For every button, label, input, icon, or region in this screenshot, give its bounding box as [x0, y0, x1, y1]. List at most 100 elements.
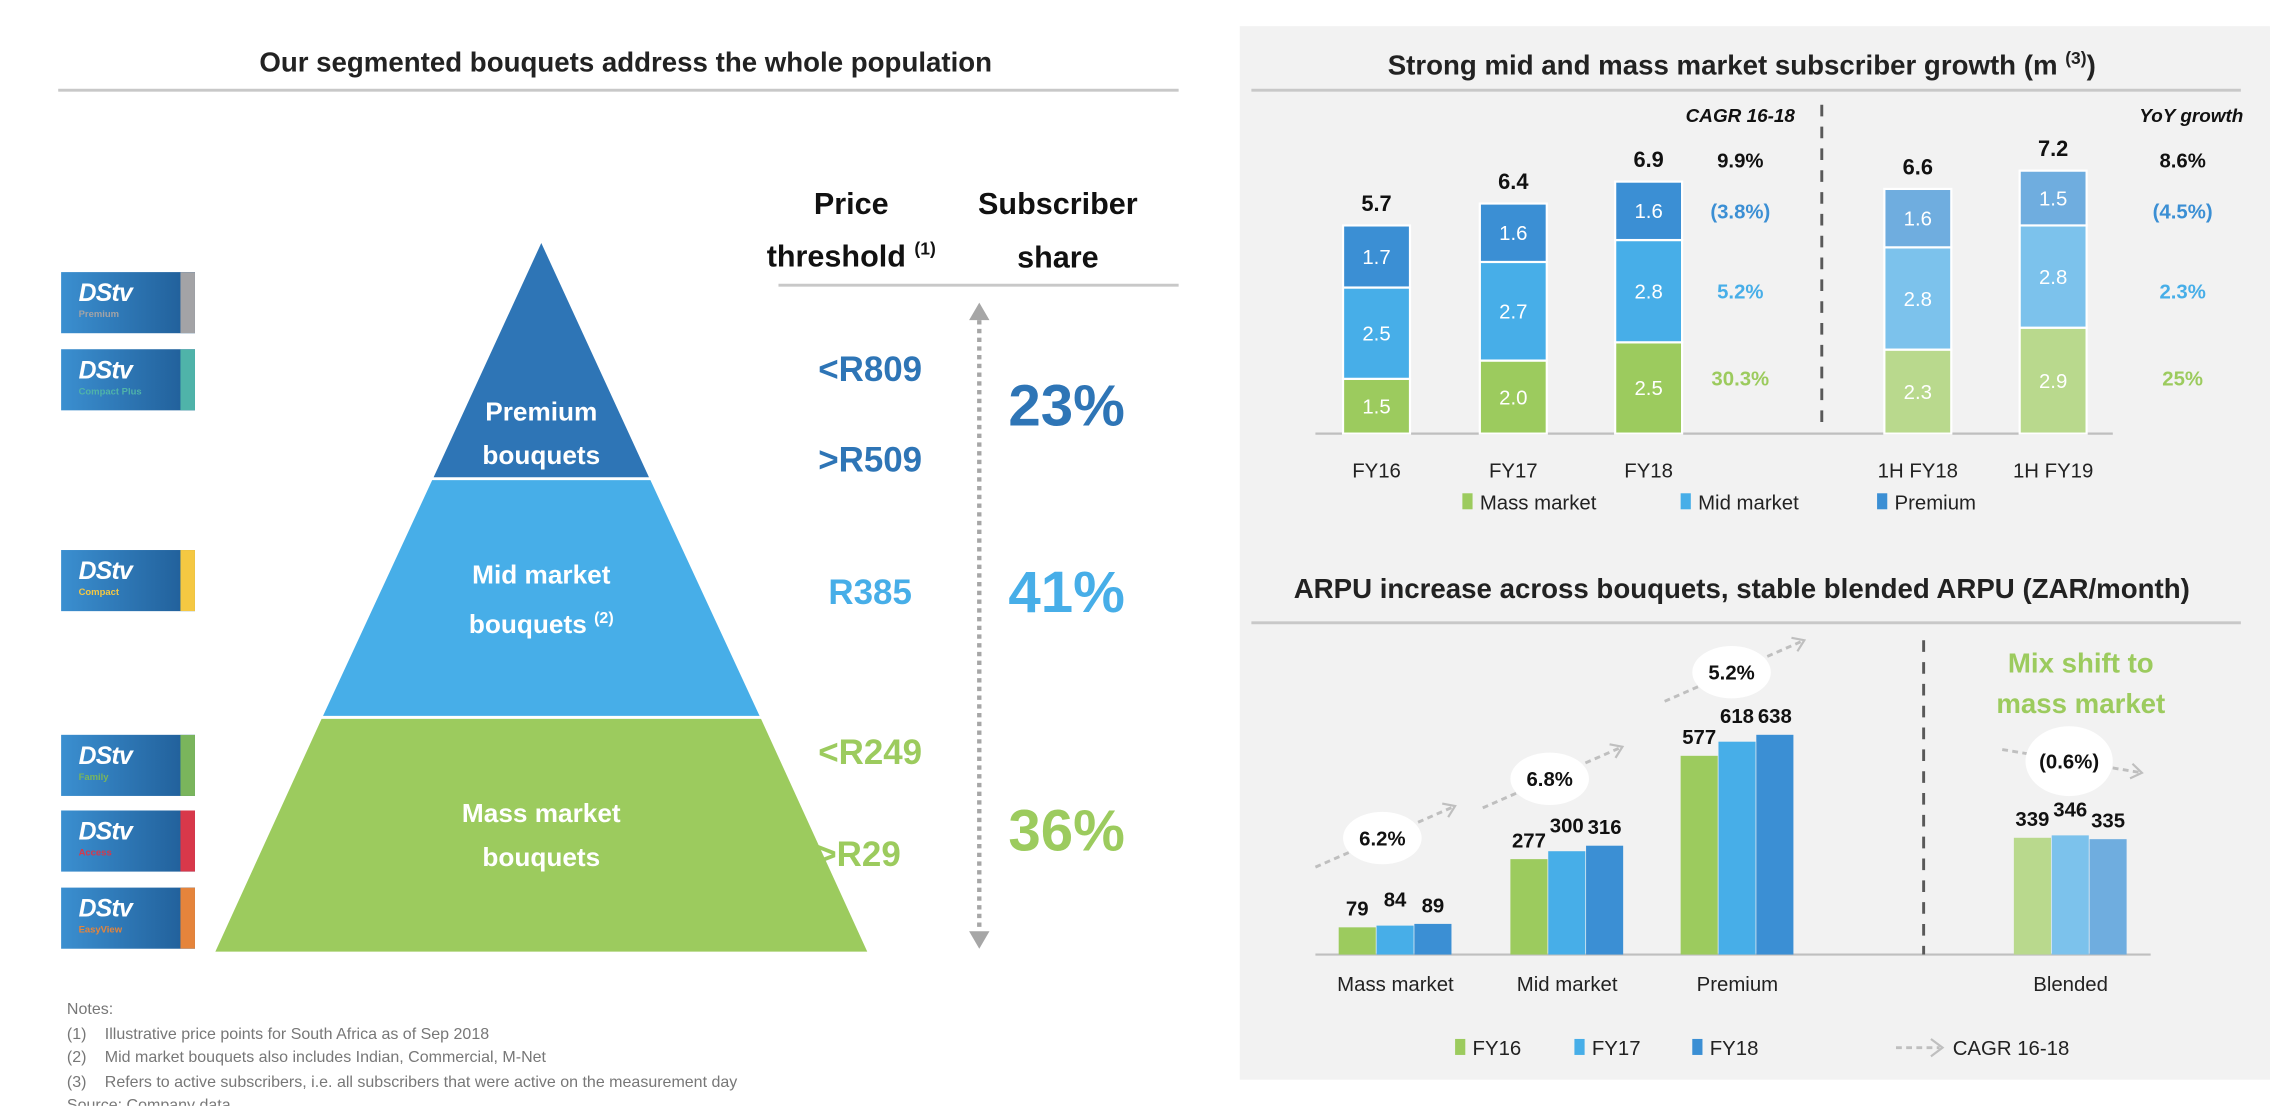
- arrowhead-icon: [1791, 636, 1807, 652]
- header-line: share: [1017, 241, 1099, 276]
- value-label: 335: [2091, 811, 2125, 833]
- chart1-title: Strong mid and mass market subscriber gr…: [1388, 48, 2096, 83]
- total-label: 6.9: [1633, 147, 1663, 172]
- logo-tier: Premium: [78, 309, 120, 321]
- dstv-logo-compact: DStv Compact: [61, 550, 195, 612]
- logo-color-stripe: [180, 272, 195, 334]
- logo-tier: Compact: [78, 587, 120, 599]
- legend-swatch-fy16: [1455, 1038, 1466, 1055]
- bar-segment-premium: [1341, 224, 1412, 289]
- arrowhead-icon: [1442, 802, 1457, 818]
- label-line: Premium: [485, 397, 598, 427]
- footnotes: Notes: (1) Illustrative price points for …: [67, 998, 737, 1106]
- segment-label: 2.5: [1634, 378, 1662, 400]
- logo-color-stripe: [180, 349, 195, 411]
- bar-segment-mid-market: [1614, 238, 1684, 344]
- arrow-up-icon: [969, 302, 990, 321]
- legend-swatch-premium: [1877, 493, 1888, 510]
- value-label: 316: [1588, 817, 1622, 839]
- note-1: (1) Illustrative price points for South A…: [67, 1022, 737, 1046]
- value-label: 346: [2053, 799, 2087, 821]
- growth-value-mid-market: 5.2%: [1717, 281, 1763, 303]
- footnote-ref: (3): [2065, 48, 2087, 69]
- footnote-ref: (2): [594, 609, 614, 628]
- legend-label: FY16: [1473, 1038, 1522, 1060]
- logo-color-stripe: [180, 734, 195, 796]
- note-number: (1): [66, 1025, 87, 1043]
- note-text: Refers to active subscribers, i.e. all s…: [104, 1073, 738, 1091]
- bar-fy17: [2051, 835, 2089, 955]
- legend-swatch-fy17: [1574, 1038, 1585, 1055]
- bar-segment-mid-market: [1341, 286, 1412, 380]
- price-mass-low: >R29: [816, 835, 901, 875]
- dstv-logo-premium: DStv Premium: [61, 272, 195, 334]
- logo-brand: DStv: [78, 356, 133, 385]
- total-label: 6.6: [1903, 154, 1933, 179]
- value-label: 618: [1720, 706, 1754, 728]
- left-title-rule: [58, 88, 1179, 92]
- bar-fy18: [1414, 923, 1452, 955]
- legend-swatch-fy18: [1692, 1038, 1703, 1055]
- x-tick-label: Premium: [1697, 974, 1778, 996]
- growth-value-mass-market: 30.3%: [1711, 369, 1769, 391]
- x-tick-label: FY18: [1624, 460, 1673, 482]
- cagr-label: 6.2%: [1359, 828, 1405, 850]
- chart2-title-rule: [1251, 621, 2241, 625]
- bar-segment-premium: [2018, 169, 2088, 227]
- segment-label: 1.7: [1362, 247, 1390, 269]
- value-label: 638: [1758, 706, 1792, 728]
- dstv-logo-access: DStv Access: [61, 810, 195, 872]
- chart1-title-rule: [1251, 88, 2241, 92]
- logo-tier: Access: [78, 848, 112, 859]
- subscriber-chart: 1.5 2.5 1.7 5.7 FY16 2.0 2.7 1.6 6.4 FY17 2.5 2.8 1.…: [1315, 104, 2243, 514]
- logo-color-stripe: [180, 550, 195, 612]
- value-label: 277: [1512, 830, 1546, 852]
- growth-value-total: 8.6%: [2159, 150, 2205, 172]
- legend-label: FY18: [1710, 1038, 1759, 1060]
- chart2-title: ARPU increase across bouquets, stable bl…: [1293, 574, 2190, 606]
- share-mid: 41%: [1008, 560, 1125, 625]
- logo-brand: DStv: [78, 279, 133, 308]
- bar-fy16: [1680, 755, 1718, 955]
- logo-brand: DStv: [78, 817, 133, 846]
- logo-tier: Family: [78, 772, 109, 783]
- logo-brand: DStv: [78, 894, 133, 923]
- note-text: Mid market bouquets also includes Indian…: [104, 1049, 547, 1067]
- segment-label: 2.9: [2039, 371, 2067, 393]
- bar-fy18: [2089, 839, 2127, 955]
- note-2: (2) Mid market bouquets also includes Ind…: [67, 1046, 737, 1070]
- label-line: Mass market: [461, 798, 621, 828]
- x-tick-label: FY17: [1489, 460, 1538, 482]
- bar-segment-premium: [1614, 180, 1684, 242]
- header-line: threshold (1): [767, 227, 936, 279]
- logo-color-stripe: [180, 887, 195, 949]
- price-mass-high: <R249: [818, 733, 923, 773]
- annotation-line2: mass market: [1996, 688, 2165, 719]
- bar-segment-mid-market: [2018, 224, 2088, 329]
- arrow-down-icon: [969, 931, 990, 949]
- header-line: Subscriber: [978, 187, 1138, 222]
- total-label: 7.2: [2038, 136, 2068, 161]
- legend-label: Mid market: [1698, 492, 1799, 514]
- growth-value-premium: (3.8%): [1710, 201, 1770, 223]
- pyramid-mid-tier: [323, 480, 760, 716]
- segment-label: 1.6: [1904, 208, 1932, 230]
- logo-tier: Compact Plus: [78, 387, 142, 398]
- dstv-logo-compact-plus: DStv Compact Plus: [61, 349, 195, 411]
- label-line: bouquets: [482, 440, 601, 470]
- annotation-line1: Mix shift to: [2008, 647, 2154, 678]
- pyramid-mass-label: Mass market bouquets: [462, 792, 621, 879]
- header-line: Price: [813, 187, 889, 222]
- subscriber-share-header: Subscriber share: [978, 182, 1138, 281]
- x-tick-label: Mid market: [1517, 974, 1618, 996]
- note-number: (2): [66, 1049, 87, 1067]
- bar-segment-mid-market: [1478, 260, 1548, 362]
- cagr-arrow: [2001, 748, 2143, 775]
- segment-label: 2.0: [1499, 387, 1527, 409]
- cagr-bubble: [1343, 811, 1422, 865]
- segment-label: 1.5: [2039, 188, 2067, 210]
- bar-fy16: [1338, 927, 1376, 955]
- growth-value-premium: (4.5%): [2153, 201, 2213, 223]
- header-rule: [778, 283, 1179, 286]
